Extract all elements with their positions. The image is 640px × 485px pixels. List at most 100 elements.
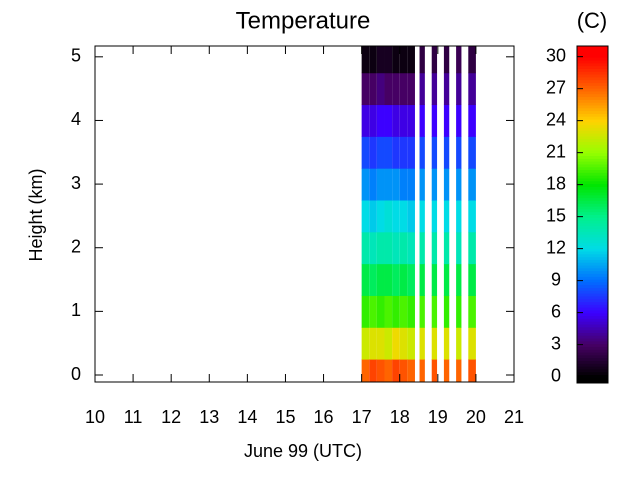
- heatmap-cell: [399, 263, 408, 296]
- colorbar-tick-label: 24: [546, 109, 566, 129]
- colorbar-swatch: [577, 124, 608, 128]
- colorbar-swatch: [577, 206, 608, 210]
- colorbar-swatch: [577, 99, 608, 103]
- heatmap-cell: [376, 72, 385, 106]
- colorbar-swatch: [577, 76, 608, 81]
- heatmap-cell: [392, 295, 400, 328]
- colorbar-swatch: [577, 242, 608, 246]
- heatmap-cell: [392, 168, 400, 201]
- colorbar-swatch: [577, 88, 608, 92]
- heatmap-cell: [399, 231, 408, 265]
- heatmap-cell: [399, 136, 408, 169]
- colorbar-swatch: [577, 48, 608, 53]
- y-tick-label: 0: [71, 364, 81, 384]
- heatmap-cell: [407, 136, 415, 169]
- x-tick-label: 20: [466, 407, 486, 427]
- colorbar-tick-label: 21: [546, 141, 566, 161]
- heatmap-cell: [384, 200, 393, 233]
- heatmap-cell: [384, 168, 393, 201]
- heatmap-cell: [392, 231, 400, 265]
- x-tick-label: 13: [199, 407, 219, 427]
- heatmap-cell: [419, 200, 425, 233]
- heatmap-cell: [431, 263, 438, 296]
- heatmap-cell: [361, 295, 370, 328]
- heatmap-cell: [468, 359, 476, 382]
- colorbar-swatch: [577, 144, 608, 148]
- heatmap-cell: [369, 231, 377, 265]
- heatmap-cell: [384, 231, 393, 265]
- heatmap-cell: [399, 200, 408, 233]
- heatmap-cell: [456, 327, 462, 360]
- heatmap-cell: [392, 136, 400, 169]
- colorbar-swatch: [577, 368, 608, 373]
- colorbar-swatch: [577, 326, 608, 331]
- heatmap-cell: [456, 168, 462, 201]
- colorbar-swatch: [577, 374, 608, 378]
- colorbar-swatch: [577, 239, 608, 244]
- heatmap-cell: [392, 72, 400, 106]
- x-tick-label: 15: [275, 407, 295, 427]
- heatmap-cell: [407, 104, 415, 137]
- colorbar-swatch: [577, 158, 608, 162]
- colorbar-swatch: [577, 161, 608, 165]
- colorbar-swatch: [577, 307, 608, 311]
- colorbar-swatch: [577, 340, 608, 345]
- colorbar-swatch: [577, 262, 608, 266]
- heatmap-cell: [361, 231, 370, 265]
- heatmap-cell: [431, 327, 438, 360]
- colorbar-swatch: [577, 312, 608, 317]
- heatmap-cell: [369, 104, 377, 137]
- heatmap-cell: [419, 295, 425, 328]
- heatmap-cell: [443, 72, 450, 106]
- heatmap-cell: [399, 72, 408, 106]
- heatmap-cell: [384, 72, 393, 106]
- heatmap-cell: [384, 295, 393, 328]
- heatmap-cell: [456, 231, 462, 265]
- y-tick-label: 3: [71, 173, 81, 193]
- heatmap-cell: [443, 136, 450, 169]
- colorbar-swatch: [577, 222, 608, 227]
- colorbar-swatch: [577, 85, 608, 89]
- heatmap-cell: [468, 72, 476, 106]
- colorbar-tick-label: 0: [551, 365, 561, 385]
- colorbar-swatch: [577, 51, 608, 55]
- heatmap-cell: [407, 168, 415, 201]
- y-tick-label: 5: [71, 46, 81, 66]
- colorbar-swatch: [577, 155, 608, 159]
- heatmap-cell: [443, 168, 450, 201]
- heatmap-cell: [384, 136, 393, 169]
- heatmap-cell: [468, 168, 476, 201]
- colorbar-swatch: [577, 107, 608, 112]
- x-tick-label: 10: [85, 407, 105, 427]
- colorbar-swatch: [577, 127, 608, 131]
- heatmap-cell: [384, 359, 393, 382]
- heatmap-cell: [419, 72, 425, 106]
- heatmap-cell: [361, 104, 370, 137]
- heatmap-cell: [419, 168, 425, 201]
- heatmap-cell: [443, 295, 450, 328]
- colorbar-swatch: [577, 203, 608, 207]
- heatmap-cell: [431, 72, 438, 106]
- colorbar-swatch: [577, 104, 608, 109]
- colorbar-swatch: [577, 119, 608, 123]
- colorbar-swatch: [577, 251, 608, 255]
- colorbar-tick-label: 3: [551, 333, 561, 353]
- heatmap-cell: [369, 200, 377, 233]
- colorbar-swatch: [577, 192, 608, 196]
- colorbar-swatch: [577, 189, 608, 193]
- heatmap-cell: [376, 327, 385, 360]
- heatmap-cell: [399, 46, 408, 74]
- colorbar-swatch: [577, 74, 608, 78]
- heatmap-cell: [361, 263, 370, 296]
- heatmap-cell: [376, 295, 385, 328]
- heatmap-cell: [456, 263, 462, 296]
- colorbar-swatch: [577, 138, 608, 142]
- heatmap-cell: [431, 168, 438, 201]
- colorbar-swatch: [577, 175, 608, 179]
- heatmap-cell: [443, 104, 450, 137]
- heatmap-cell: [443, 46, 450, 74]
- colorbar-swatch: [577, 349, 608, 353]
- colorbar-swatch: [577, 315, 608, 319]
- heatmap-cell: [369, 263, 377, 296]
- colorbar-swatch: [577, 301, 608, 305]
